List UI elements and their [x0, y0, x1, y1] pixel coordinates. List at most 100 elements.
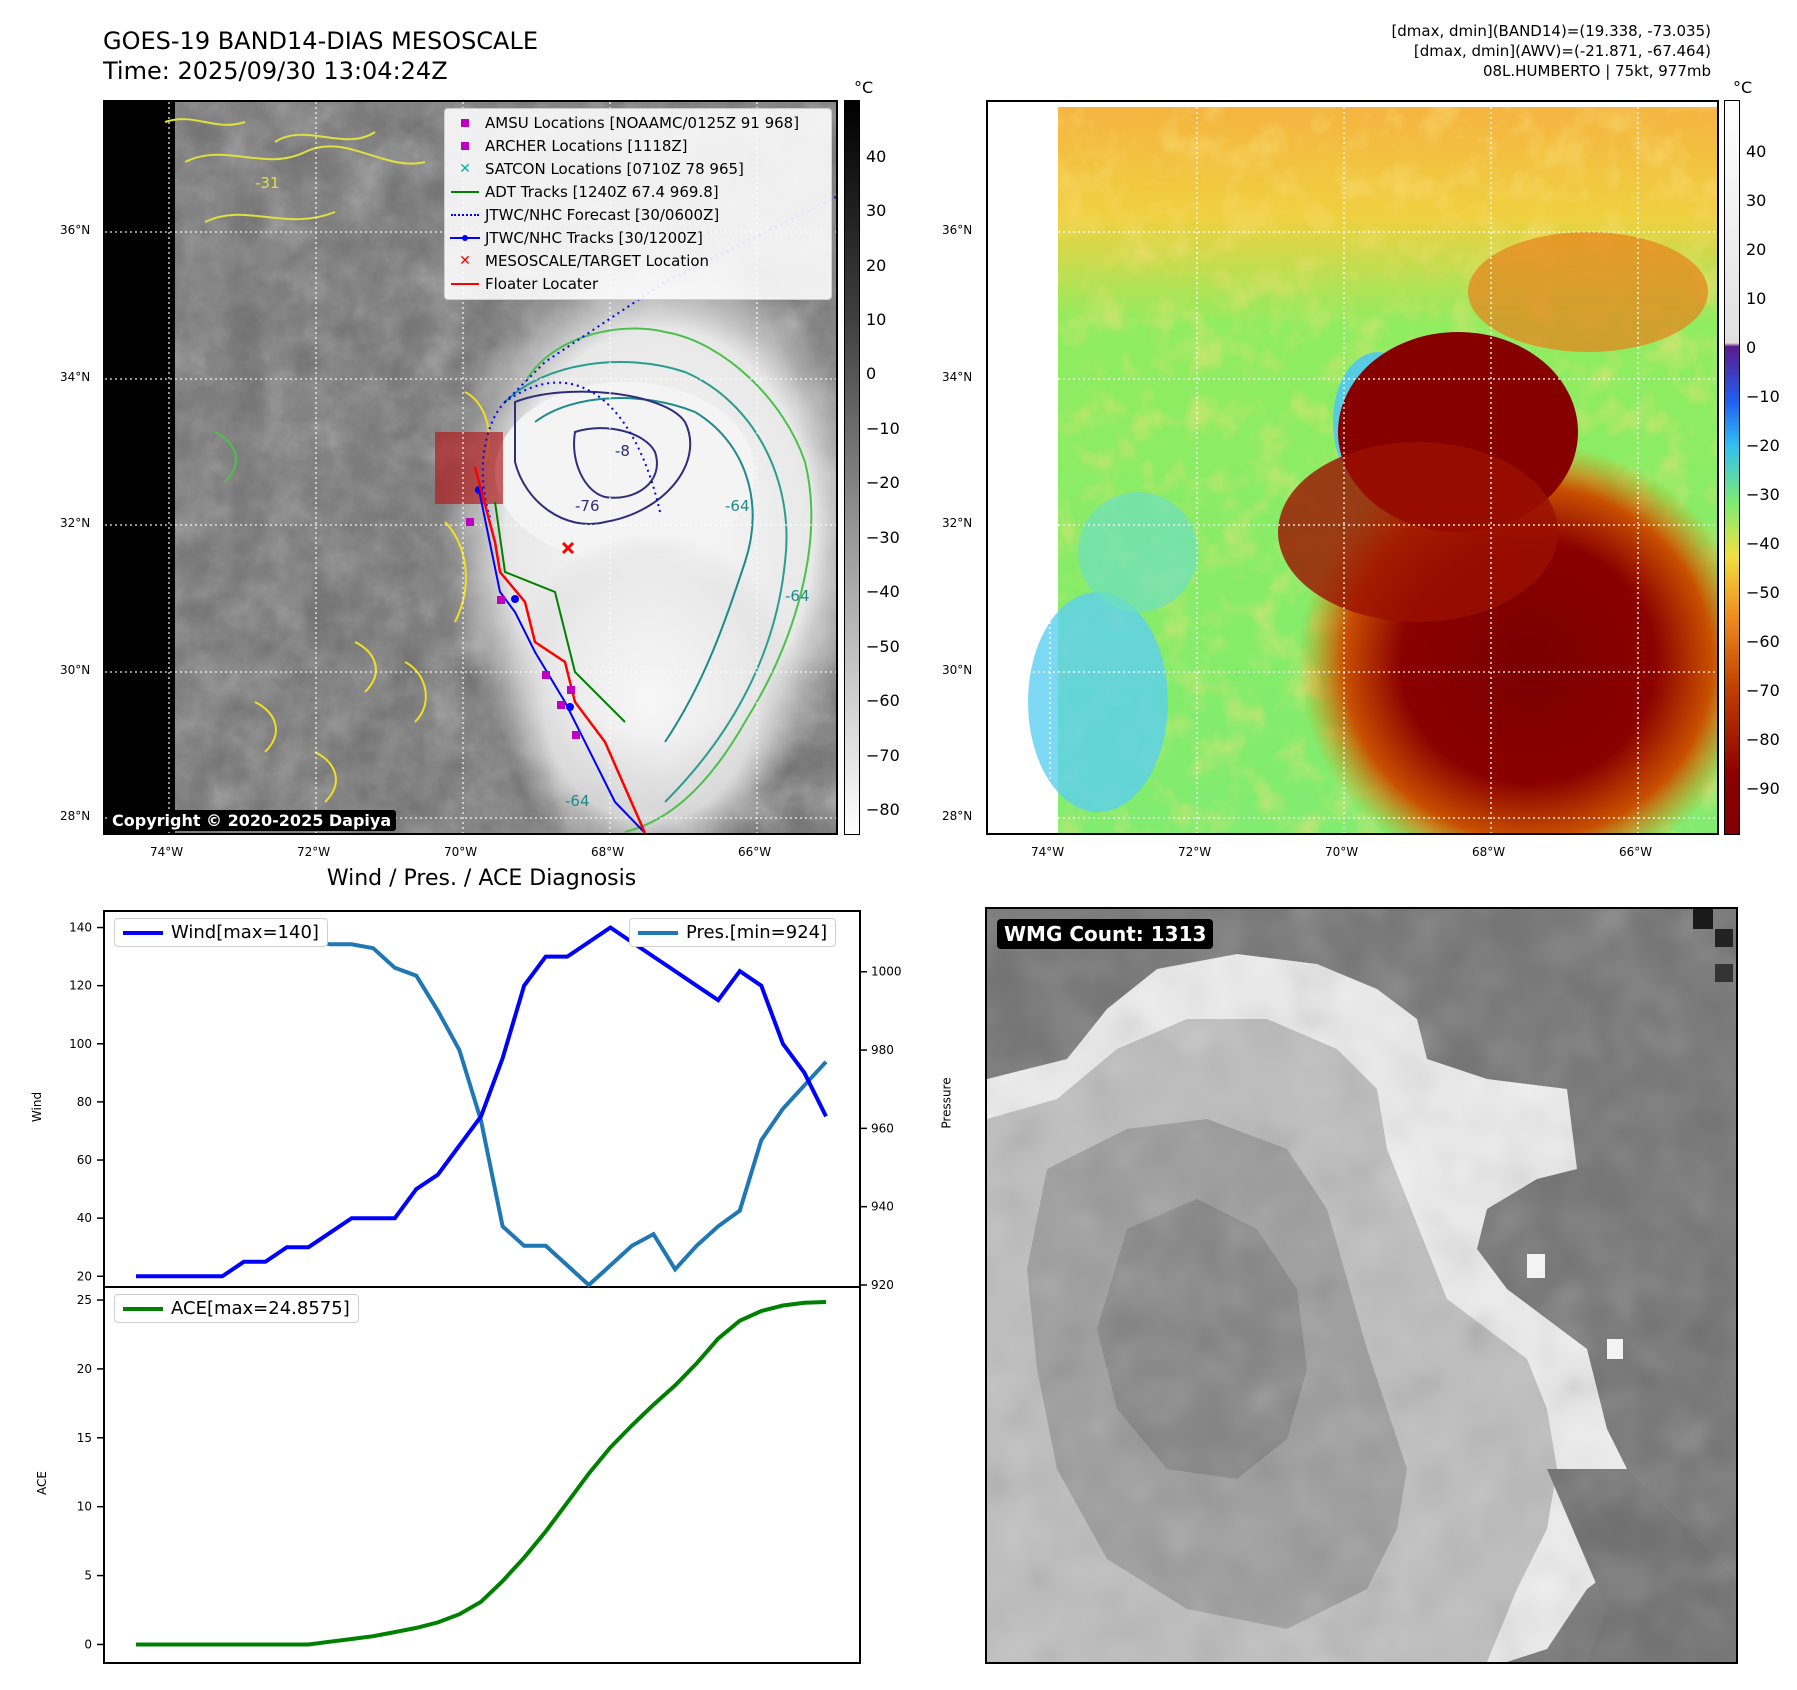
lat-label-30: 30°N	[60, 663, 91, 677]
awv-lon-label-72: 72°W	[1178, 845, 1212, 859]
ace-tick-label: 20	[77, 1362, 92, 1376]
cb-left-tick-20: 20	[866, 256, 887, 275]
legend-target: ✕ MESOSCALE/TARGET Location	[459, 251, 710, 270]
wind-ticks: 20 40 60 80 100 120 140	[69, 921, 104, 1283]
ace-legend: ACE[max=24.8575]	[114, 1294, 359, 1323]
colorbar-right-unit: °C	[1733, 78, 1753, 97]
awv-lat-label-36: 36°N	[942, 223, 973, 237]
cb-left-tick-30: 30	[866, 201, 887, 220]
map-legend: AMSU Locations [NOAAMC/0125Z 91 968] ARC…	[444, 108, 832, 300]
pressure-tick-label: 940	[871, 1200, 894, 1214]
pressure-ticks: 920 940 960 980 1000	[860, 965, 902, 1292]
cb-right-tick-m70: −70	[1746, 681, 1780, 700]
cb-right-tick-m90: −90	[1746, 779, 1780, 798]
lat-label-32: 32°N	[60, 516, 91, 530]
lat-label-34: 34°N	[60, 370, 91, 384]
colorbar-right	[1724, 100, 1740, 835]
cb-right-tick-20: 20	[1746, 240, 1767, 259]
cb-right-tick-m60: −60	[1746, 632, 1780, 651]
wind-tick-label: 60	[77, 1153, 92, 1167]
ace-tick-label: 25	[77, 1293, 92, 1307]
wind-axis-label: Wind	[30, 1091, 45, 1123]
info-awv-range: [dmax, dmin](AWV)=(-21.871, -67.464)	[1413, 42, 1711, 60]
cb-left-tick-m20: −20	[866, 473, 900, 492]
cb-right-tick-10: 10	[1746, 289, 1767, 308]
wind-legend: Wind[max=140]	[114, 918, 328, 947]
awv-lon-label-66: 66°W	[1619, 845, 1653, 859]
wind-tick-label: 80	[77, 1095, 92, 1109]
cb-right-tick-40: 40	[1746, 142, 1767, 161]
awv-lat-label-32: 32°N	[942, 516, 973, 530]
legend-archer: ARCHER Locations [1118Z]	[445, 134, 831, 157]
pressure-tick-label: 920	[871, 1278, 894, 1292]
cb-right-tick-m20: −20	[1746, 436, 1780, 455]
cb-left-tick-m40: −40	[866, 582, 900, 601]
awv-lat-label-34: 34°N	[942, 370, 973, 384]
lon-label-66: 66°W	[738, 845, 772, 859]
cb-left-tick-m30: −30	[866, 528, 900, 547]
wmg-image	[987, 909, 1736, 1662]
ace-tick-label: 10	[77, 1500, 92, 1514]
cb-right-tick-m30: −30	[1746, 485, 1780, 504]
cb-right-tick-m10: −10	[1746, 387, 1780, 406]
awv-lon-label-70: 70°W	[1325, 845, 1359, 859]
cb-left-tick-m80: −80	[866, 800, 900, 819]
cb-left-tick-40: 40	[866, 147, 887, 166]
cb-left-tick-m70: −70	[866, 746, 900, 765]
wind-pressure-axes	[103, 910, 861, 1288]
cb-right-tick-0: 0	[1746, 338, 1757, 357]
pressure-tick-label: 980	[871, 1043, 894, 1057]
lon-label-72: 72°W	[297, 845, 331, 859]
pressure-tick-label: 1000	[871, 965, 902, 979]
cb-left-tick-m10: −10	[866, 419, 900, 438]
legend-floater: Floater Locater	[445, 272, 831, 295]
awv-lon-label-74: 74°W	[1031, 845, 1065, 859]
legend-adt: ADT Tracks [1240Z 67.4 969.8]	[445, 180, 831, 203]
info-band14-range: [dmax, dmin](BAND14)=(19.338, -73.035)	[1391, 22, 1711, 40]
figure-title-line1: GOES-19 BAND14-DIAS MESOSCALE	[103, 27, 539, 55]
colorbar-left-unit: °C	[854, 78, 874, 97]
ace-ticks: 0 5 10 15 20 25	[77, 1293, 104, 1651]
copyright-label: Copyright © 2020-2025 Dapiya	[107, 810, 397, 831]
lon-label-68: 68°W	[591, 845, 625, 859]
lon-label-74: 74°W	[150, 845, 184, 859]
cb-right-tick-30: 30	[1746, 191, 1767, 210]
lat-label-36: 36°N	[60, 223, 91, 237]
contour-label-4: -8	[615, 442, 630, 460]
ace-axis-label: ACE	[34, 1471, 49, 1495]
ace-series-line	[136, 1300, 827, 1647]
contour-label-2: -76	[575, 497, 600, 515]
pressure-tick-label: 960	[871, 1121, 894, 1135]
cb-left-tick-10: 10	[866, 310, 887, 329]
wind-tick-label: 40	[77, 1211, 92, 1225]
lat-label-28: 28°N	[60, 809, 91, 823]
contour-label-1: -31	[255, 174, 280, 192]
contour-label-6: -64	[565, 792, 590, 810]
ace-tick-label: 15	[77, 1431, 92, 1445]
ace-axes	[103, 1286, 861, 1664]
wind-series-line	[136, 925, 828, 1279]
cb-left-tick-m50: −50	[866, 637, 900, 656]
awv-lat-label-30: 30°N	[942, 663, 973, 677]
colorbar-left	[844, 100, 860, 835]
contour-label-3: -64	[725, 497, 750, 515]
legend-satcon: ✕ SATCON Locations [0710Z 78 965]	[459, 159, 744, 178]
awv-lon-label-68: 68°W	[1472, 845, 1506, 859]
cb-right-tick-m40: −40	[1746, 534, 1780, 553]
legend-tracks: JTWC/NHC Tracks [30/1200Z]	[445, 226, 831, 249]
diagnosis-title: Wind / Pres. / ACE Diagnosis	[326, 866, 637, 891]
awv-map-image	[988, 102, 1717, 833]
pressure-legend: Pres.[min=924]	[629, 918, 837, 947]
ir-map-panel: -31 -76 -64 -8 -64 -64 AMSU Locations [N…	[103, 100, 838, 835]
pressure-axis-label: Pressure	[939, 1077, 954, 1129]
info-storm-id: 08L.HUMBERTO | 75kt, 977mb	[1482, 62, 1711, 80]
ace-tick-label: 0	[84, 1637, 92, 1651]
cb-left-tick-m60: −60	[866, 691, 900, 710]
contour-label-5: -64	[785, 587, 810, 605]
wmg-count-badge: WMG Count: 1313	[997, 919, 1214, 949]
ace-tick-label: 5	[84, 1569, 92, 1583]
awv-lat-label-28: 28°N	[942, 809, 973, 823]
awv-map-panel	[986, 100, 1719, 835]
wmg-panel: WMG Count: 1313	[985, 907, 1738, 1664]
wind-tick-label: 140	[69, 921, 92, 935]
